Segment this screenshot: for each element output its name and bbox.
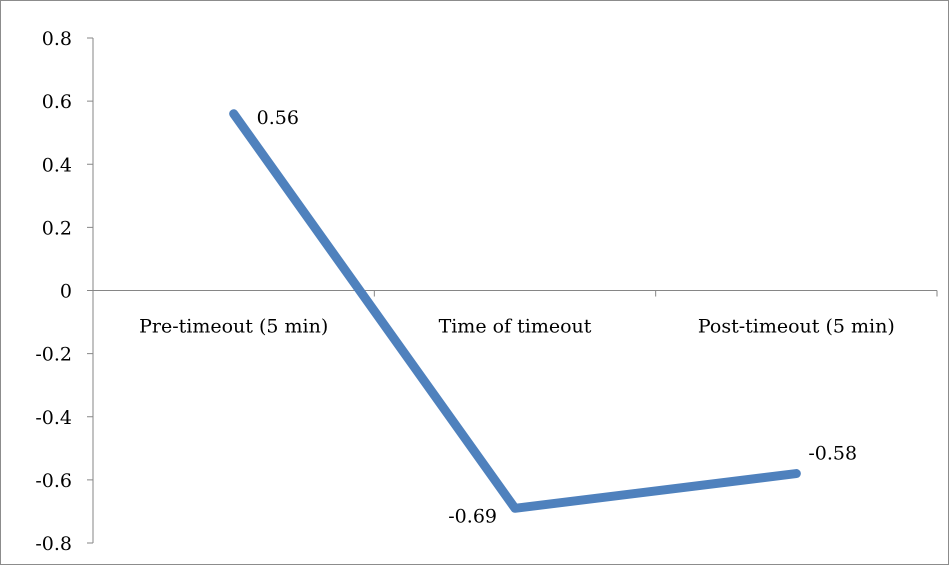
x-tick-label: Pre-timeout (5 min) xyxy=(139,316,328,338)
y-tick-label: 0 xyxy=(60,281,72,303)
data-label: 0.56 xyxy=(257,107,299,129)
y-tick-label: 0.8 xyxy=(42,28,72,50)
y-tick-label: 0.4 xyxy=(42,154,72,176)
series-line xyxy=(229,109,801,513)
y-tick-label: 0.6 xyxy=(42,91,72,113)
y-tick-label: 0.2 xyxy=(42,217,72,239)
data-label: -0.69 xyxy=(448,505,497,527)
y-tick-label: -0.6 xyxy=(35,470,72,492)
y-tick-label: -0.8 xyxy=(35,533,72,555)
data-labels: 0.56 -0.69 -0.58 xyxy=(257,107,857,528)
y-tick-label: -0.2 xyxy=(35,344,72,366)
x-tick-label: Post-timeout (5 min) xyxy=(698,316,895,338)
data-label: -0.58 xyxy=(808,443,857,465)
y-tick-label: -0.4 xyxy=(35,407,72,429)
y-axis: 0.8 0.6 0.4 0.2 0 -0.2 -0.4 -0.6 -0.8 xyxy=(35,28,94,555)
series-group xyxy=(229,109,801,513)
x-axis: Pre-timeout (5 min) Time of timeout Post-t… xyxy=(92,290,938,338)
x-tick-label: Time of timeout xyxy=(439,316,592,338)
